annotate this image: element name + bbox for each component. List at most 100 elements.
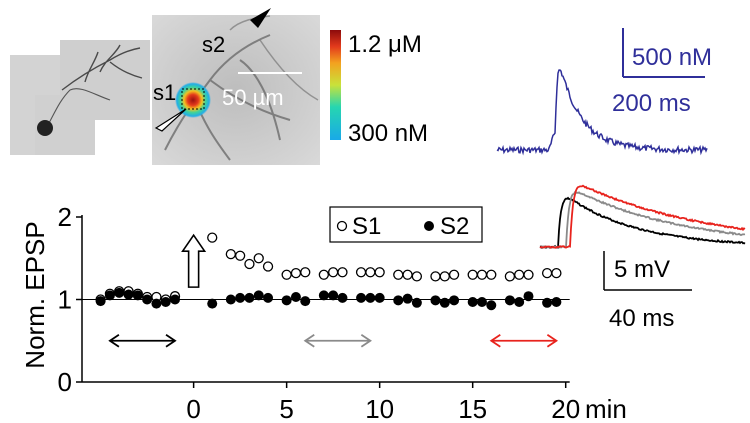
data-point-s1 (393, 269, 404, 280)
data-point-s2 (328, 290, 339, 301)
epsp-scale-x-label: 40 ms (609, 305, 674, 332)
data-point-s1 (300, 267, 311, 278)
data-point-s1 (467, 269, 478, 280)
data-point-s2 (142, 294, 153, 305)
data-point-s2 (114, 287, 125, 298)
window-arrow (108, 334, 177, 348)
legend-s1-label: S1 (352, 213, 381, 240)
data-point-s1 (430, 271, 441, 282)
legend-s1-marker (336, 220, 348, 232)
data-point-s2 (365, 292, 376, 303)
data-point-s1 (262, 261, 274, 272)
x-tick-label: 10 (365, 394, 394, 423)
data-point-s2 (504, 295, 515, 306)
colorbar-max-label: 1.2 μM (348, 31, 422, 58)
y-tick-label: 2 (58, 202, 72, 232)
data-point-s1 (439, 271, 450, 282)
data-point-s2 (430, 295, 441, 306)
data-point-s2 (244, 292, 255, 303)
cell-overview-image (10, 40, 150, 155)
y-tick-label: 1 (58, 285, 72, 315)
data-point-s2 (374, 292, 385, 303)
data-point-s2 (514, 296, 525, 307)
time-window-arrows (108, 334, 559, 348)
calcium-map-image: 50 µm s1 s2 (152, 8, 320, 165)
data-point-s2 (337, 292, 348, 303)
data-point-s1 (328, 267, 339, 278)
data-point-s2 (207, 298, 218, 309)
data-point-s1 (514, 269, 525, 280)
site2-label: s2 (202, 32, 225, 57)
colorbar: 1.2 μM 300 nM (330, 30, 428, 147)
data-point-s1 (281, 269, 292, 280)
y-axis-label: Norm. EPSP (20, 221, 50, 368)
data-point-s2 (225, 294, 236, 305)
window-arrow (303, 334, 372, 348)
data-point-s2 (439, 297, 450, 308)
data-point-s1 (541, 267, 553, 279)
window-arrow (489, 334, 559, 348)
colorbar-min-label: 300 nM (348, 120, 428, 147)
data-point-s1 (448, 269, 460, 280)
data-point-s1 (337, 267, 348, 278)
ca-scale-x-label: 200 ms (612, 90, 691, 117)
data-point-s2 (123, 289, 134, 300)
data-point-s1 (253, 253, 264, 264)
data-point-s1 (374, 267, 385, 278)
epsp-traces-panel: 5 mV 40 ms (539, 184, 746, 332)
legend: S1 S2 (329, 206, 483, 243)
data-point-s2 (449, 295, 460, 306)
data-point-s2 (523, 291, 534, 302)
calcium-trace (496, 69, 708, 156)
data-point-s2 (300, 296, 311, 307)
data-point-s2 (160, 296, 171, 307)
x-tick-label: 5 (279, 394, 293, 423)
data-point-s2 (132, 290, 143, 301)
x-ticks: 0 5 10 15 20 (186, 382, 580, 423)
data-point-s2 (151, 298, 162, 309)
data-point-s1 (225, 248, 236, 260)
site1-label: s1 (153, 80, 176, 105)
data-point-s1 (523, 269, 534, 280)
data-point-s1 (290, 267, 302, 279)
data-point-s2 (263, 292, 274, 303)
data-point-s2 (393, 295, 404, 306)
x-unit-label: min (585, 394, 627, 423)
data-point-s2 (486, 300, 497, 311)
pipette-s2-icon (250, 8, 271, 28)
ca-scale-y-label: 500 nM (632, 44, 712, 71)
data-point-s2 (356, 292, 367, 303)
data-point-s2 (542, 297, 553, 308)
y-ticks: 0 1 2 (58, 202, 82, 397)
legend-s2-label: S2 (440, 213, 469, 240)
data-point-s2 (281, 295, 292, 306)
scale-bar-label: 50 µm (222, 85, 284, 110)
data-point-s1 (504, 271, 516, 282)
data-point-s2 (290, 292, 301, 303)
legend-s2-marker (424, 221, 434, 231)
data-point-s1 (318, 269, 329, 280)
data-point-s2 (551, 296, 562, 307)
colorbar-gradient (330, 30, 341, 140)
data-point-s1 (476, 269, 488, 280)
data-point-s1 (551, 267, 562, 279)
data-point-s1 (234, 250, 246, 261)
y-tick-label: 0 (58, 367, 72, 397)
data-point-s2 (95, 296, 106, 307)
data-point-s1 (207, 232, 218, 243)
data-point-s1 (365, 267, 376, 278)
x-tick-label: 20 (551, 394, 580, 423)
stimulus-arrow-icon (181, 233, 207, 288)
data-points (95, 232, 562, 311)
epsp-trace-mid (539, 190, 746, 249)
data-point-s2 (235, 292, 246, 303)
data-point-s1 (411, 271, 423, 282)
epsp-trace-late (539, 184, 746, 249)
pipette-s1-icon (154, 108, 187, 132)
data-point-s2 (170, 294, 181, 305)
calcium-trace-panel: 500 nM 200 ms (496, 28, 712, 156)
data-point-s2 (253, 290, 264, 301)
data-point-s2 (104, 290, 115, 301)
x-tick-label: 15 (458, 394, 487, 423)
